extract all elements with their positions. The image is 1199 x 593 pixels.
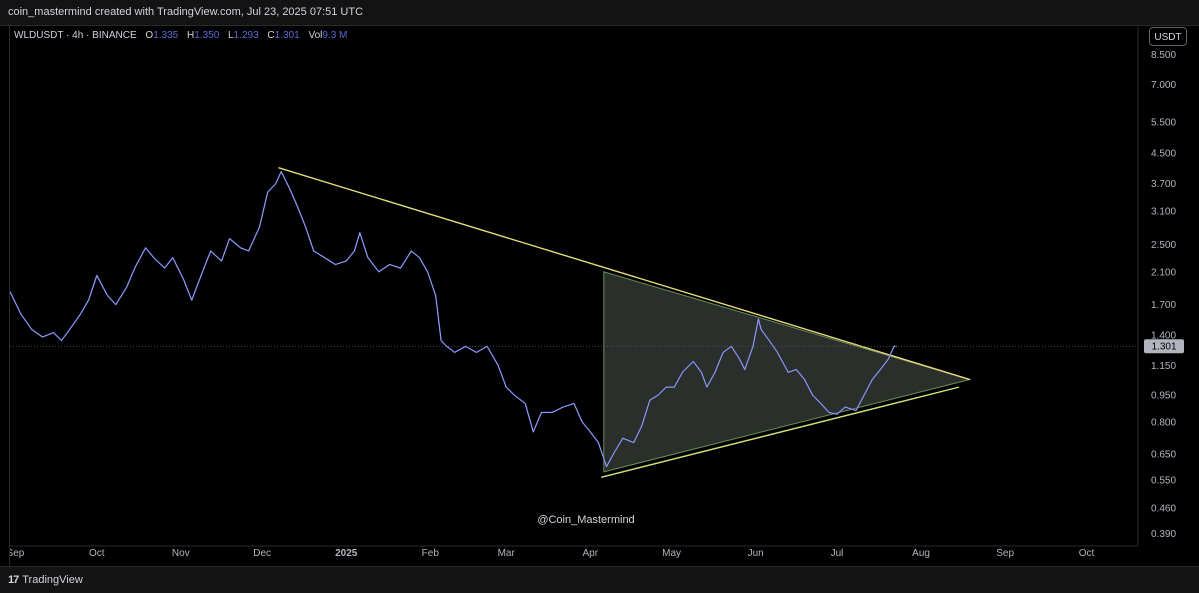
volume-value: 9.3 M [322,30,348,41]
x-tick-label: May [662,548,681,559]
x-tick-label: Sep [996,548,1014,559]
volume-label: Vol [308,30,323,41]
lower-trendline [600,386,960,478]
x-tick-label: Sep [10,548,25,559]
y-tick-label: 1.700 [1151,300,1176,311]
x-tick-label: 2025 [335,548,358,559]
close-label: C [267,30,275,41]
y-tick-label: 3.100 [1151,207,1176,218]
chart-pane[interactable]: 8.500 7.000 5.500 4.500 3.700 3.100 2.500 2.100… [9,26,1199,566]
x-tick-label: Nov [172,548,190,559]
low-label: L [228,30,234,41]
high-label: H [187,30,195,41]
y-tick-label: 0.650 [1151,450,1176,461]
symbol-legend: WLDUSDT · 4h · BINANCE O1.335 H1.350 L1.… [14,30,347,41]
x-tick-label: Mar [498,548,516,559]
y-tick-label: 0.800 [1151,417,1176,428]
triangle-pattern [603,271,972,473]
y-tick-label: 1.400 [1151,330,1176,341]
symbol-title: WLDUSDT · 4h · BINANCE [14,30,137,41]
high-value: 1.350 [194,30,220,41]
x-tick-label: Jun [748,548,764,559]
y-tick-label: 7.000 [1151,80,1176,91]
upper-trendline [278,167,971,381]
price-chart[interactable]: 8.500 7.000 5.500 4.500 3.700 3.100 2.500 2.100… [10,26,1199,566]
y-tick-label: 2.500 [1151,240,1176,251]
tradingview-mark-icon: 17 [8,574,19,586]
y-tick-label: 8.500 [1151,50,1176,61]
price-series-layer [10,170,897,468]
x-tick-label: Dec [253,548,271,559]
y-tick-label: 0.950 [1151,391,1176,402]
x-tick-label: Aug [912,548,930,559]
y-tick-label: 0.390 [1151,529,1176,540]
price-line-highlight [10,171,897,468]
open-value: 1.335 [153,30,179,41]
open-label: O [145,30,154,41]
tradingview-brand-text: TradingView [22,574,83,586]
y-tick-label: 3.700 [1151,179,1176,190]
bottom-brand-bar: 17 TradingView [0,566,1199,593]
x-tick-label: Oct [1079,548,1095,559]
axis-layer: 8.500 7.000 5.500 4.500 3.700 3.100 2.500 2.100… [10,26,1184,559]
top-attribution-bar: coin_mastermind created with TradingView… [0,0,1199,26]
triangle-pattern-layer [603,271,972,473]
y-tick-label: 0.460 [1151,503,1176,514]
y-tick-label: 5.500 [1151,118,1176,129]
y-tick-label: 2.100 [1151,267,1176,278]
x-tick-label: Feb [422,548,440,559]
y-tick-label: 4.500 [1151,149,1176,160]
trendline-layer [278,167,971,478]
watermark-text: @Coin_Mastermind [537,514,634,526]
attribution-text: coin_mastermind created with TradingView… [8,6,364,18]
x-tick-label: Oct [89,548,105,559]
close-value: 1.301 [274,30,300,41]
x-tick-label: Jul [831,548,844,559]
last-price-badge [1144,339,1184,354]
last-price-label: 1.301 [1151,342,1176,353]
x-tick-label: Apr [582,548,598,559]
tradingview-logo[interactable]: 17 TradingView [8,574,83,586]
y-tick-label: 0.550 [1151,476,1176,487]
low-value: 1.293 [233,30,259,41]
currency-button[interactable]: USDT [1149,27,1187,46]
y-tick-label: 1.150 [1151,361,1176,372]
